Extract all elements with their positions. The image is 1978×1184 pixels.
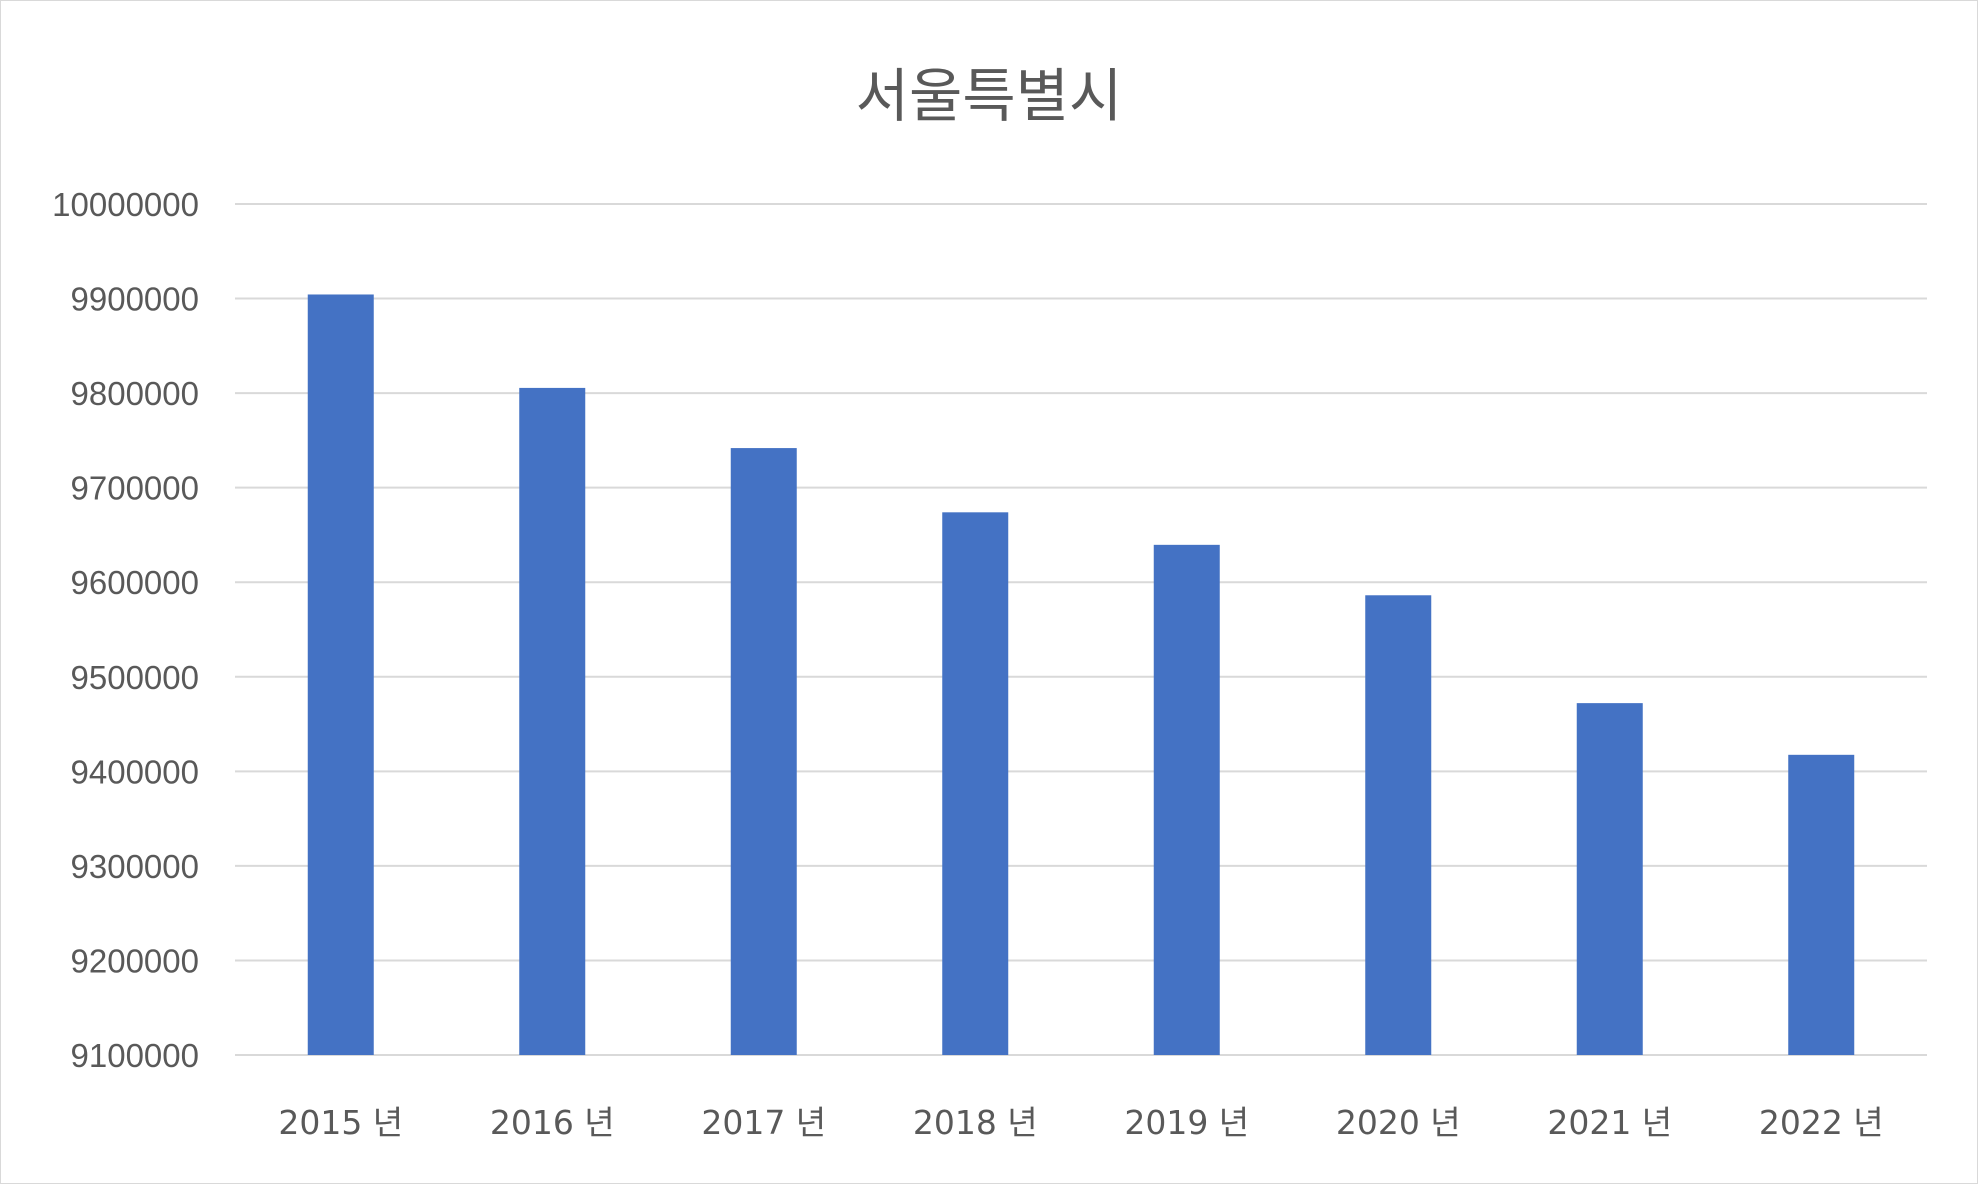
y-axis-ticks: 9100000 9200000 9300000 9400000 9500000 96000… [52,186,199,1074]
bar [1365,595,1432,1055]
y-tick-label: 9600000 [71,564,199,601]
chart-title: 서울특별시 [856,62,1123,130]
x-tick-label: 2021 년 [1547,1103,1672,1142]
y-tick-label: 9300000 [71,848,199,885]
x-tick-label: 2016 년 [490,1103,615,1142]
x-tick-label: 2022 년 [1759,1103,1884,1142]
x-tick-label: 2018 년 [913,1103,1038,1142]
bars [307,294,1855,1055]
y-tick-label: 9100000 [71,1037,199,1074]
x-axis-ticks: 2015 년 2016 년 2017 년 2018 년 2019 년 2020 년 2021… [278,1103,1883,1142]
bar [1153,544,1220,1055]
y-tick-label: 9400000 [71,753,199,790]
bar [730,448,797,1055]
y-tick-label: 9200000 [71,942,199,979]
x-tick-label: 2019 년 [1124,1103,1249,1142]
y-tick-label: 9500000 [71,659,199,696]
x-tick-label: 2020 년 [1336,1103,1461,1142]
x-tick-label: 2017 년 [701,1103,826,1142]
y-tick-label: 9900000 [71,281,199,318]
bar [942,512,1009,1055]
bar [307,294,374,1055]
bar [1576,703,1643,1055]
bar [1788,754,1855,1055]
x-tick-label: 2015 년 [278,1103,403,1142]
y-tick-label: 10000000 [52,186,199,223]
gridlines [235,203,1927,1056]
y-tick-label: 9800000 [71,375,199,412]
bar [519,387,586,1055]
y-tick-label: 9700000 [71,470,199,507]
